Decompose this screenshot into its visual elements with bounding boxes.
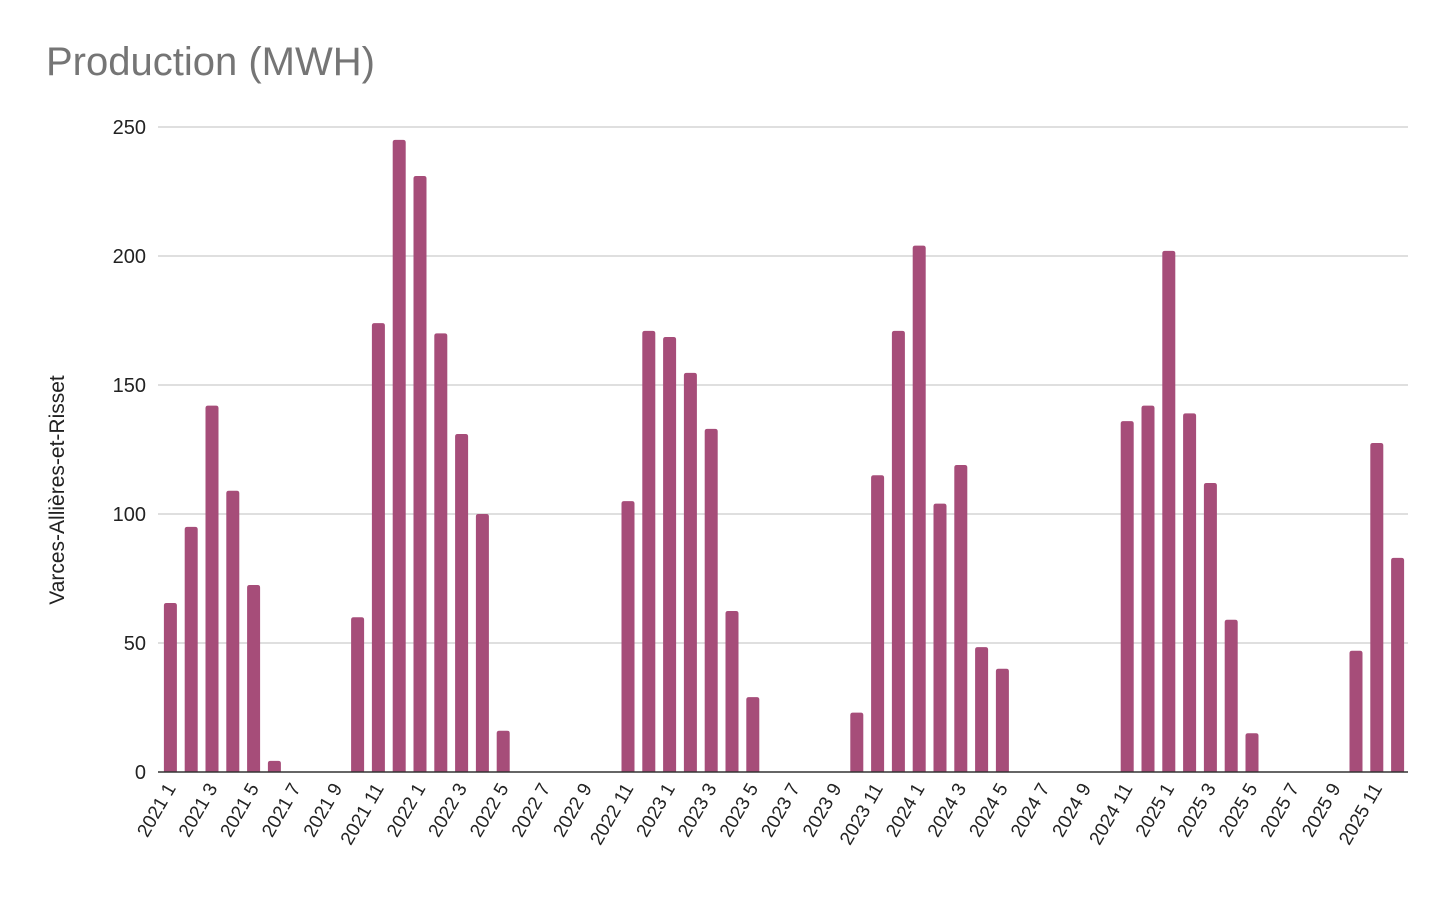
bar [1120,421,1134,772]
bar [1349,650,1363,772]
bar [704,428,718,772]
bar [663,337,677,772]
bar [226,490,240,772]
bar [205,405,219,772]
bar [184,526,198,772]
x-tick-label: 2023 1 [633,780,680,841]
x-tick-label: 2023 3 [674,780,721,841]
x-tick-label: 2024 1 [882,780,929,841]
x-tick-label: 2021 5 [217,780,264,841]
bar [1245,733,1259,772]
bar [1203,483,1217,772]
bar [1370,443,1384,772]
x-tick-label: 2023 5 [716,780,763,841]
bar [434,333,448,772]
bar [351,617,365,772]
x-tick-label: 2025 1 [1132,780,1179,841]
y-tick-label: 150 [113,375,146,397]
bar [267,760,281,772]
bar [1224,619,1238,772]
y-axis-label: Varces-Allières-et-Risset [46,375,69,605]
bar [975,647,989,772]
x-tick-label: 2022 3 [425,780,472,841]
bar [392,139,406,772]
bar [1162,250,1176,773]
bar [933,503,947,772]
bar [683,372,697,772]
x-tick-label: 2023 7 [757,780,804,841]
x-tick-label: 2024 5 [965,780,1012,841]
y-tick-label: 200 [113,246,146,268]
bar [371,323,385,772]
bar [912,245,926,772]
bar [954,464,968,772]
bar [163,603,177,772]
bar [475,514,489,772]
chart-title: Production (MWH) [46,40,375,84]
y-tick-label: 250 [113,117,146,139]
x-tick-label: 2024 3 [924,780,971,841]
x-tick-label: 2025 7 [1257,780,1304,841]
bar [455,434,469,772]
bar [413,176,427,772]
x-tick-label: 2024 7 [1007,780,1054,841]
bar [725,611,739,772]
bar [850,712,864,772]
bar [642,330,656,772]
bar [995,668,1009,772]
bar [871,475,885,772]
bar [247,584,261,772]
x-tick-label: 2021 3 [175,780,222,841]
y-tick-label: 0 [135,762,146,784]
bar [1183,413,1197,772]
x-tick-label: 2022 7 [508,780,555,841]
bar [746,697,760,772]
x-tick-label: 2025 3 [1173,780,1220,841]
x-tick-label: 2021 1 [133,780,180,841]
bar [1141,405,1155,772]
y-tick-label: 50 [124,633,146,655]
bar [496,730,510,772]
x-tick-label: 2025 5 [1215,780,1262,841]
bar [1391,557,1405,772]
x-tick-label: 2022 5 [466,780,513,841]
x-tick-label: 2022 1 [383,780,430,841]
y-tick-label: 100 [113,504,146,526]
bar [891,330,905,772]
bar [621,501,635,772]
x-tick-label: 2021 7 [258,780,305,841]
